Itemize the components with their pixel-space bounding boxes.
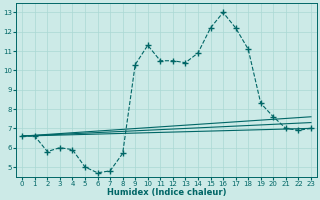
X-axis label: Humidex (Indice chaleur): Humidex (Indice chaleur) bbox=[107, 188, 226, 197]
